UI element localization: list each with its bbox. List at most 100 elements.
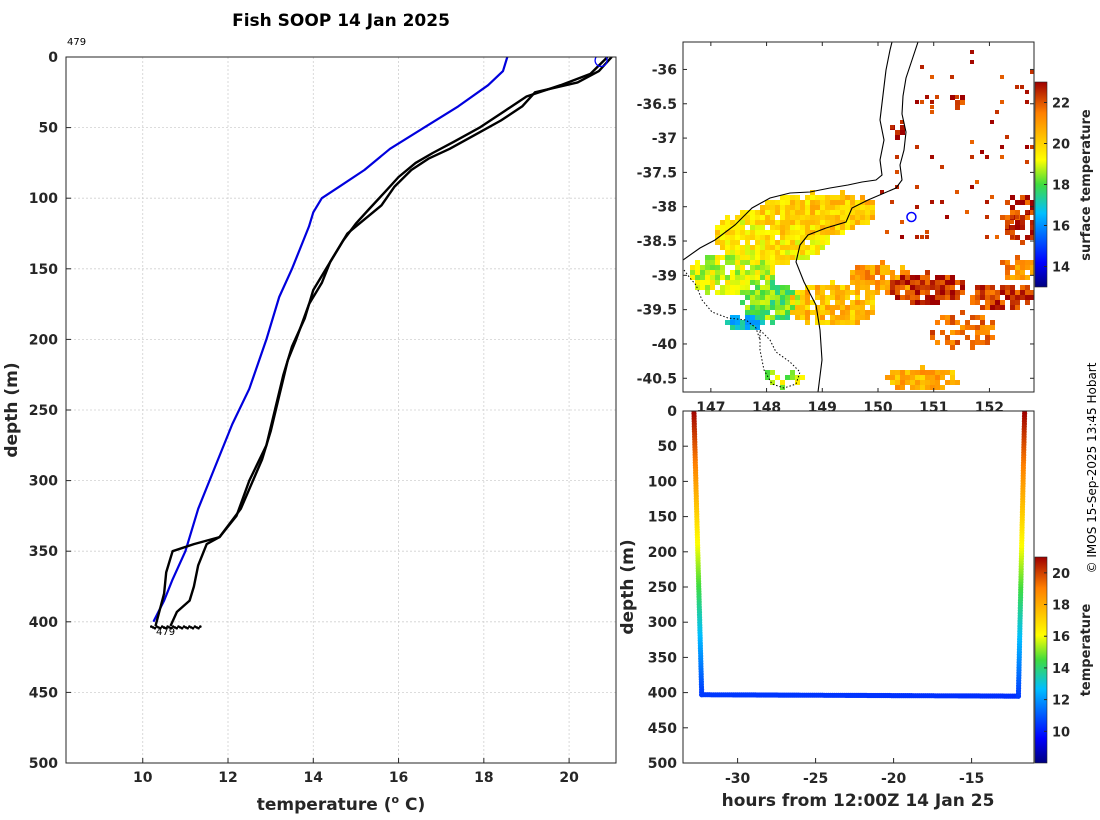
sst-cell <box>770 260 775 265</box>
sst-cell <box>935 295 940 300</box>
timeseries-background <box>683 411 1034 763</box>
timeseries-y-tick-label: 200 <box>648 545 677 561</box>
sst-cell <box>755 305 760 310</box>
sst-cell <box>765 250 770 255</box>
timeseries-point <box>1022 411 1028 414</box>
timeseries-y-tick-label: 150 <box>648 510 677 526</box>
sst-cell <box>950 380 955 385</box>
xbt-profile-line <box>169 57 609 627</box>
sst-cell <box>850 310 855 315</box>
sst-cell <box>930 105 934 109</box>
bottom-scatter-point <box>191 626 195 630</box>
sst-cell <box>760 250 765 255</box>
sst-cell <box>790 200 795 205</box>
sst-cell <box>890 275 895 280</box>
coastline-east <box>795 42 919 392</box>
sst-cell <box>840 210 845 215</box>
sst-cell <box>930 380 935 385</box>
sst-cell <box>910 375 915 380</box>
sst-cell <box>1015 200 1020 205</box>
sst-cell <box>870 295 875 300</box>
sst-cell <box>990 325 995 330</box>
sst-cell <box>760 265 765 270</box>
sst-cell <box>960 330 965 335</box>
sst-cell <box>835 205 840 210</box>
sst-cell <box>865 215 870 220</box>
sst-cell <box>745 285 750 290</box>
sst-cell <box>750 215 755 220</box>
sst-cell <box>925 230 929 234</box>
sst-cell <box>765 310 770 315</box>
bottom-scatter-point <box>180 626 184 630</box>
sst-cell <box>895 380 900 385</box>
sst-cell <box>985 290 990 295</box>
sst-cell <box>1010 300 1015 305</box>
sst-cell <box>895 295 900 300</box>
sst-cell <box>715 290 720 295</box>
sst-cell <box>865 285 870 290</box>
sst-cell <box>775 225 780 230</box>
sst-cell <box>725 245 730 250</box>
sst-cell <box>860 310 865 315</box>
sst-cell <box>970 185 974 189</box>
sst-cell <box>775 220 780 225</box>
profile-x-tick-label: 14 <box>304 770 324 786</box>
sst-cell <box>760 310 765 315</box>
sst-cell <box>780 295 785 300</box>
sst-cell <box>935 95 939 99</box>
sst-cell <box>795 290 800 295</box>
profile-y-label: depth (m) <box>2 362 22 457</box>
sst-cell <box>760 235 765 240</box>
sst-cell <box>745 325 750 330</box>
sst-cell <box>790 245 795 250</box>
sst-cell <box>880 280 885 285</box>
sst-cell <box>965 210 969 214</box>
sst-cell <box>905 290 910 295</box>
sst-cell <box>980 315 985 320</box>
map-y-tick-label: -39 <box>652 268 677 284</box>
sst-cell <box>945 340 950 345</box>
sst-cell <box>895 280 900 285</box>
sst-cell <box>1025 265 1030 270</box>
sst-cell <box>745 315 750 320</box>
sst-cell <box>780 255 785 260</box>
sst-cell <box>865 220 870 225</box>
sst-cell <box>745 295 750 300</box>
sst-cell <box>765 265 770 270</box>
sst-cell <box>740 270 745 275</box>
sst-cell <box>785 240 790 245</box>
sst-cell <box>805 220 810 225</box>
bottom-scatter-point <box>175 626 178 630</box>
sst-cell <box>875 285 880 290</box>
sst-cell <box>800 200 805 205</box>
sst-cell <box>805 305 810 310</box>
sst-cell <box>700 285 705 290</box>
sst-cell <box>820 235 825 240</box>
sst-cell <box>855 210 860 215</box>
sst-cell <box>1010 230 1015 235</box>
sst-cell <box>770 265 775 270</box>
profile-x-label: temperature (o C) <box>257 793 426 815</box>
sst-cell <box>1020 285 1025 290</box>
sst-cell <box>870 215 875 220</box>
sst-cell <box>970 50 974 54</box>
timeseries-x-ticks: -30 -25 -20 -15 <box>725 758 984 787</box>
sst-cell <box>835 225 840 230</box>
sst-cell <box>750 265 755 270</box>
sst-cell <box>755 315 760 320</box>
sst-cell <box>760 215 765 220</box>
sst-cell <box>870 275 875 280</box>
sst-cell <box>775 315 780 320</box>
sst-cell <box>760 305 765 310</box>
sst-cell <box>845 195 850 200</box>
map-y-tick-label: -39.5 <box>637 303 677 319</box>
sst-cell <box>895 130 900 135</box>
map-y-tick-label: -36.5 <box>637 97 677 113</box>
sst-cell <box>790 240 795 245</box>
sst-cell <box>950 290 955 295</box>
sst-cell <box>845 210 850 215</box>
sst-cell <box>755 235 760 240</box>
sst-cell <box>860 305 865 310</box>
sst-cell <box>820 290 825 295</box>
timeseries-y-tick-label: 250 <box>648 580 677 596</box>
